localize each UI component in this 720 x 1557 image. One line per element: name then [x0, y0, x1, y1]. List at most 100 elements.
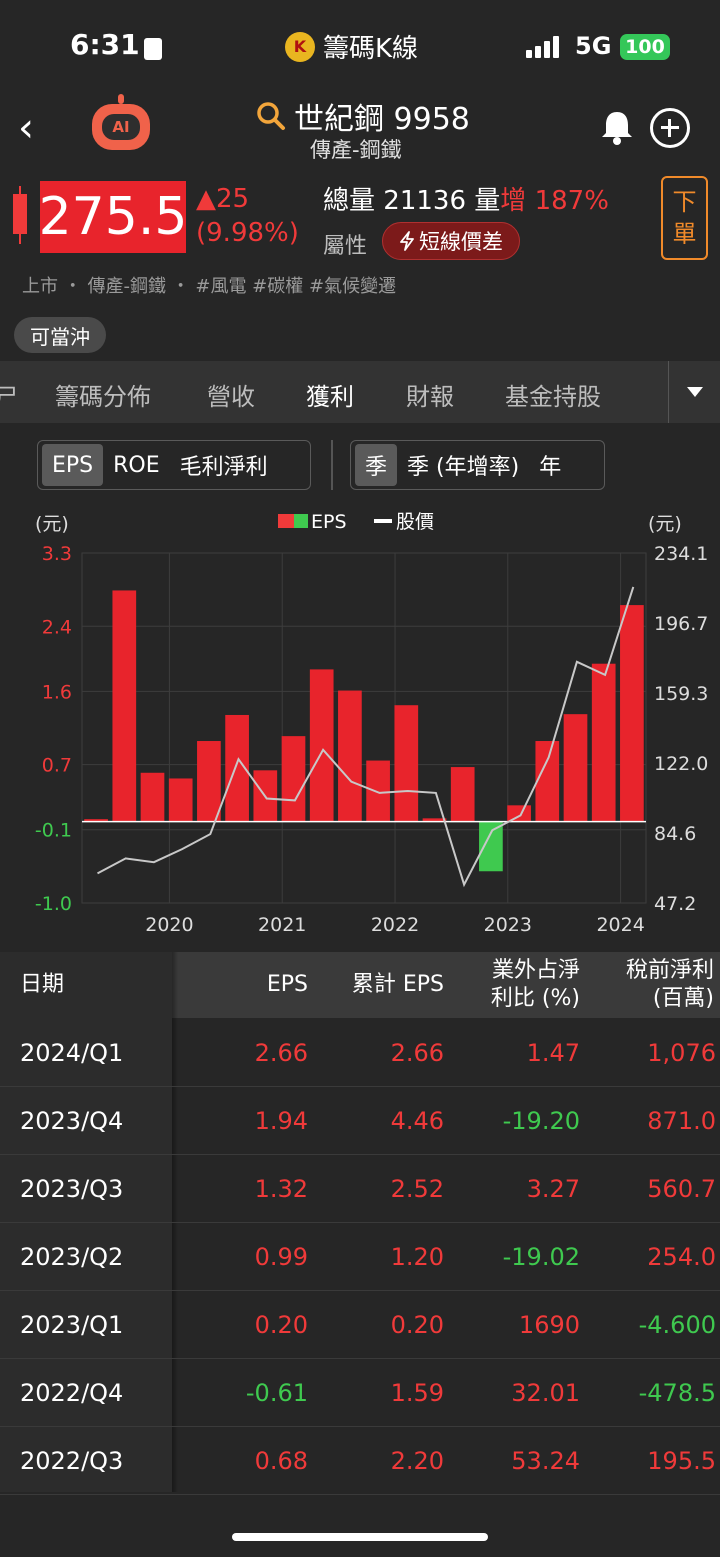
order-button[interactable]: 下單 [661, 176, 708, 260]
signal-icon [526, 36, 559, 58]
eps-bar [479, 821, 503, 872]
eps-price-chart[interactable]: (元) (元) EPS 股價 3.3 2.4 1.6 0.7 -0.1 -1.0 234.1… [0, 500, 720, 940]
cell-date: 2023/Q1 [20, 1311, 124, 1339]
cell-pretax-income: -4.600 [638, 1311, 716, 1339]
eps-bar [84, 819, 108, 822]
segment-quarter-yoy[interactable]: 季 (年增率) [407, 455, 520, 480]
table-row[interactable]: 2023/Q1 0.20 0.20 1690 -4.600 [0, 1291, 720, 1359]
table-row[interactable]: 2023/Q4 1.94 4.46 -19.20 871.0 [0, 1087, 720, 1155]
tab-partial[interactable]: ㄕ [0, 383, 18, 411]
eps-bar [563, 714, 588, 822]
eps-bar [309, 669, 334, 822]
tab-fund-holdings[interactable]: 基金持股 [505, 383, 601, 411]
cell-eps: 0.20 [254, 1311, 308, 1339]
header-date[interactable]: 日期 [20, 972, 65, 997]
eps-bar [140, 772, 165, 822]
eps-bar [620, 605, 644, 822]
search-icon [257, 102, 285, 130]
eps-bar [168, 778, 193, 822]
table-row[interactable]: 2022/Q3 0.68 2.20 53.24 195.5 [0, 1427, 720, 1495]
cell-date: 2022/Q3 [20, 1447, 124, 1475]
right-tick-label: 234.1 [654, 543, 708, 565]
cell-nonop-ratio: -19.20 [502, 1107, 580, 1135]
x-tick-label: 2022 [371, 914, 419, 936]
eps-bar [197, 741, 221, 822]
cell-eps: 1.94 [254, 1107, 308, 1135]
legend-price: 股價 [396, 511, 434, 533]
header-cumulative-eps[interactable]: 累計 EPS [351, 972, 444, 997]
eps-bar [338, 690, 362, 822]
segment-gross-net[interactable]: 毛利淨利 [179, 455, 268, 480]
period-segment: 季 季 (年增率) 年 [350, 440, 605, 490]
left-tick-label: 0.7 [42, 755, 72, 777]
left-tick-label: -1.0 [35, 893, 72, 915]
cell-nonop-ratio: 32.01 [511, 1379, 580, 1407]
back-button[interactable]: ‹ [18, 105, 34, 151]
segment-eps[interactable]: EPS [42, 444, 104, 486]
tab-revenue[interactable]: 營收 [207, 383, 255, 411]
cell-nonop-ratio: 1.47 [526, 1039, 580, 1067]
segment-roe[interactable]: ROE [113, 452, 160, 478]
stock-tags[interactable]: 上市 ・ 傳產-鋼鐵 ・ #風電 #碳權 #氣候變遷 [22, 276, 397, 297]
left-axis-unit: (元) [35, 513, 69, 535]
x-tick-label: 2021 [258, 914, 306, 936]
add-watchlist-button[interactable] [650, 108, 690, 148]
candle-body [13, 194, 27, 234]
legend-eps-green-icon [294, 514, 308, 528]
tab-financials[interactable]: 財報 [406, 383, 454, 411]
eps-bar [112, 590, 137, 822]
eps-bar [450, 767, 475, 822]
tab-more-dropdown[interactable] [668, 361, 720, 423]
home-indicator[interactable] [232, 1533, 488, 1541]
right-tick-label: 47.2 [654, 893, 696, 915]
cell-pretax-income: 195.5 [647, 1447, 716, 1475]
ai-robot-icon[interactable]: AI [102, 114, 140, 140]
left-tick-label: 2.4 [42, 616, 72, 638]
volume-label: 總量 [323, 186, 376, 216]
header-eps[interactable]: EPS [266, 972, 308, 997]
price-line [97, 586, 635, 888]
tab-profit[interactable]: 獲利 [306, 383, 354, 411]
left-tick-label: -0.1 [35, 820, 72, 842]
header-pretax-line1: 稅前淨利 [625, 958, 714, 983]
cell-cumulative-eps: 2.20 [390, 1447, 444, 1475]
attribute-badge[interactable]: 短線價差 [382, 222, 520, 260]
stock-search[interactable]: 世紀鋼 9958 [256, 94, 470, 138]
app-logo-icon: K [285, 31, 315, 62]
table-row[interactable]: 2023/Q2 0.99 1.20 -19.02 254.0 [0, 1223, 720, 1291]
table-row[interactable]: 2023/Q3 1.32 2.52 3.27 560.7 [0, 1155, 720, 1223]
cell-cumulative-eps: 2.52 [390, 1175, 444, 1203]
header-pretax-income[interactable]: 稅前淨利 (百萬) [596, 952, 714, 1018]
cell-date: 2023/Q2 [20, 1243, 124, 1271]
right-tick-label: 84.6 [654, 823, 696, 845]
stock-industry: 傳產-鋼鐵 [310, 138, 402, 162]
price-change-pct: (9.98%) [196, 218, 299, 248]
legend-eps: EPS [311, 511, 347, 533]
stock-title: 世紀鋼 9958 [294, 102, 470, 137]
cell-date: 2024/Q1 [20, 1039, 124, 1067]
x-tick-label: 2024 [596, 914, 644, 936]
right-axis-unit: (元) [648, 513, 682, 535]
eps-bar [507, 805, 531, 822]
cell-cumulative-eps: 1.20 [390, 1243, 444, 1271]
cell-eps: 1.32 [254, 1175, 308, 1203]
header-nonop-line2: 利比 (%) [490, 986, 580, 1011]
volume-inc-label: 增 [500, 186, 527, 216]
plot-frame [81, 552, 647, 904]
bell-icon[interactable] [598, 108, 636, 146]
tab-chip-distribution[interactable]: 籌碼分佈 [55, 383, 151, 411]
header-nonop-ratio[interactable]: 業外占淨 利比 (%) [458, 952, 580, 1018]
cell-cumulative-eps: 4.46 [390, 1107, 444, 1135]
status-app-name: 籌碼K線 [323, 34, 419, 64]
table-row[interactable]: 2022/Q4 -0.61 1.59 32.01 -478.5 [0, 1359, 720, 1427]
volume-info: 總量 21136 量增 187% [323, 180, 609, 217]
table-row[interactable]: 2024/Q1 2.66 2.66 1.47 1,076 [0, 1019, 720, 1087]
segment-quarter[interactable]: 季 [355, 444, 398, 486]
volume-value: 21136 [383, 186, 466, 216]
segment-year[interactable]: 年 [539, 455, 562, 480]
eps-bar [366, 760, 390, 822]
cell-cumulative-eps: 1.59 [390, 1379, 444, 1407]
eps-bar [535, 741, 560, 822]
eps-bar [281, 736, 306, 822]
eps-bar [591, 663, 616, 822]
